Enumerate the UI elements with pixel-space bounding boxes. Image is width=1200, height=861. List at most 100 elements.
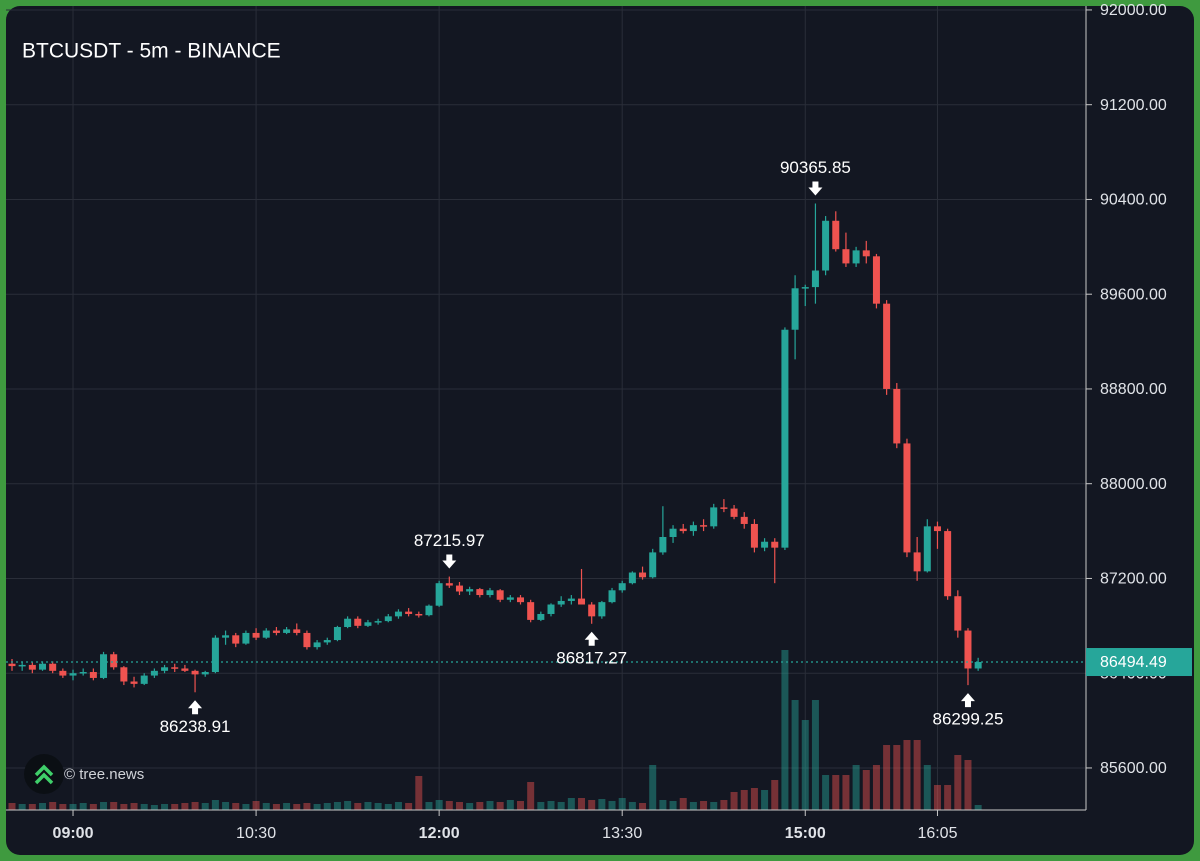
volume-bar (811, 700, 819, 810)
volume-bar (476, 802, 484, 810)
volume-bar (730, 792, 738, 810)
candle-body (110, 654, 118, 668)
volume-bar (49, 802, 57, 810)
candle-body (608, 590, 616, 603)
candle-body (28, 664, 36, 670)
candle-body (750, 523, 758, 548)
candle-body (476, 589, 484, 596)
candle-body (628, 572, 636, 584)
candle-body (771, 541, 779, 548)
volume-bar (39, 803, 47, 810)
volume-bar (201, 803, 209, 810)
volume-bar (171, 804, 179, 810)
volume-bar (262, 803, 270, 810)
y-tick-label: 91200.00 (1100, 97, 1167, 114)
volume-bar (374, 803, 382, 810)
volume-bar (964, 760, 972, 810)
candle-body (252, 632, 260, 638)
volume-bar (771, 780, 779, 810)
y-tick-label: 88000.00 (1100, 476, 1167, 493)
volume-bar (283, 803, 291, 810)
volume-bar (750, 788, 758, 810)
x-tick-label: 16:05 (917, 825, 957, 842)
volume-bar (445, 801, 453, 810)
candle-body (811, 270, 819, 288)
volume-bar (181, 803, 189, 810)
candle-body (364, 622, 372, 626)
candle-body (435, 583, 443, 606)
volume-bar (222, 802, 230, 810)
candle-body (181, 668, 189, 671)
chart-title: BTCUSDT - 5m - BINANCE (22, 40, 281, 63)
volume-bar (28, 804, 36, 810)
volume-bar (923, 765, 931, 810)
candle-body (740, 516, 748, 524)
volume-bar (303, 803, 311, 810)
candle-body (842, 249, 850, 264)
candle-body (649, 552, 657, 578)
last-price-box (1086, 648, 1192, 677)
volume-bar (791, 700, 799, 810)
y-tick-label: 89600.00 (1100, 286, 1167, 303)
candle-body (283, 629, 291, 633)
volume-bar (161, 804, 169, 810)
candle-body (211, 637, 219, 673)
volume-bar (242, 804, 250, 810)
volume-bar (903, 740, 911, 810)
volume-bar (893, 745, 901, 810)
candle-body (730, 508, 738, 517)
volume-bar (557, 802, 565, 810)
volume-bar (618, 798, 626, 810)
candle-body (527, 602, 535, 620)
candle-body (466, 589, 474, 592)
candle-layer (8, 203, 982, 693)
candle-body (100, 654, 108, 678)
y-tick-label: 90400.00 (1100, 192, 1167, 209)
volume-bar (59, 804, 67, 810)
candle-body (354, 618, 362, 626)
candle-body (120, 667, 128, 682)
candle-body (700, 525, 708, 527)
candle-body (150, 670, 158, 676)
volume-bar (720, 800, 728, 810)
volume-bar (842, 775, 850, 810)
volume-bar (313, 804, 321, 810)
annotation-label: 86817.27 (556, 648, 627, 667)
candle-body (801, 287, 809, 289)
arrow-marker (808, 181, 823, 196)
volume-bar (710, 802, 718, 810)
volume-bar (415, 776, 423, 810)
candle-body (293, 629, 301, 633)
volume-bar (639, 803, 647, 810)
candle-body (974, 662, 982, 669)
volume-bar (598, 799, 606, 810)
volume-bar (517, 801, 524, 810)
volume-bar (801, 720, 809, 810)
volume-bar (466, 803, 474, 810)
candle-body (822, 220, 830, 271)
volume-bar (913, 740, 921, 810)
candle-body (455, 585, 463, 592)
arrow-marker (442, 554, 457, 569)
arrow-marker (584, 631, 599, 646)
candle-body (852, 250, 860, 264)
volume-bar (974, 805, 982, 810)
volume-bar (323, 803, 331, 810)
volume-bar (700, 801, 708, 810)
volume-bar (18, 804, 26, 810)
volume-bar (354, 803, 362, 810)
candle-body (496, 590, 504, 600)
arrow-marker (960, 693, 975, 708)
candle-body (537, 613, 545, 620)
candle-body (903, 443, 911, 553)
candle-body (893, 388, 901, 444)
x-tick-label: 12:00 (419, 825, 460, 842)
volume-bar (333, 802, 341, 810)
volume-bar (933, 785, 941, 810)
candle-body (832, 220, 840, 250)
candle-body (39, 663, 47, 670)
candle-body (323, 640, 331, 643)
candle-body (262, 630, 270, 638)
candle-body (201, 672, 209, 675)
volume-bar (486, 801, 494, 810)
